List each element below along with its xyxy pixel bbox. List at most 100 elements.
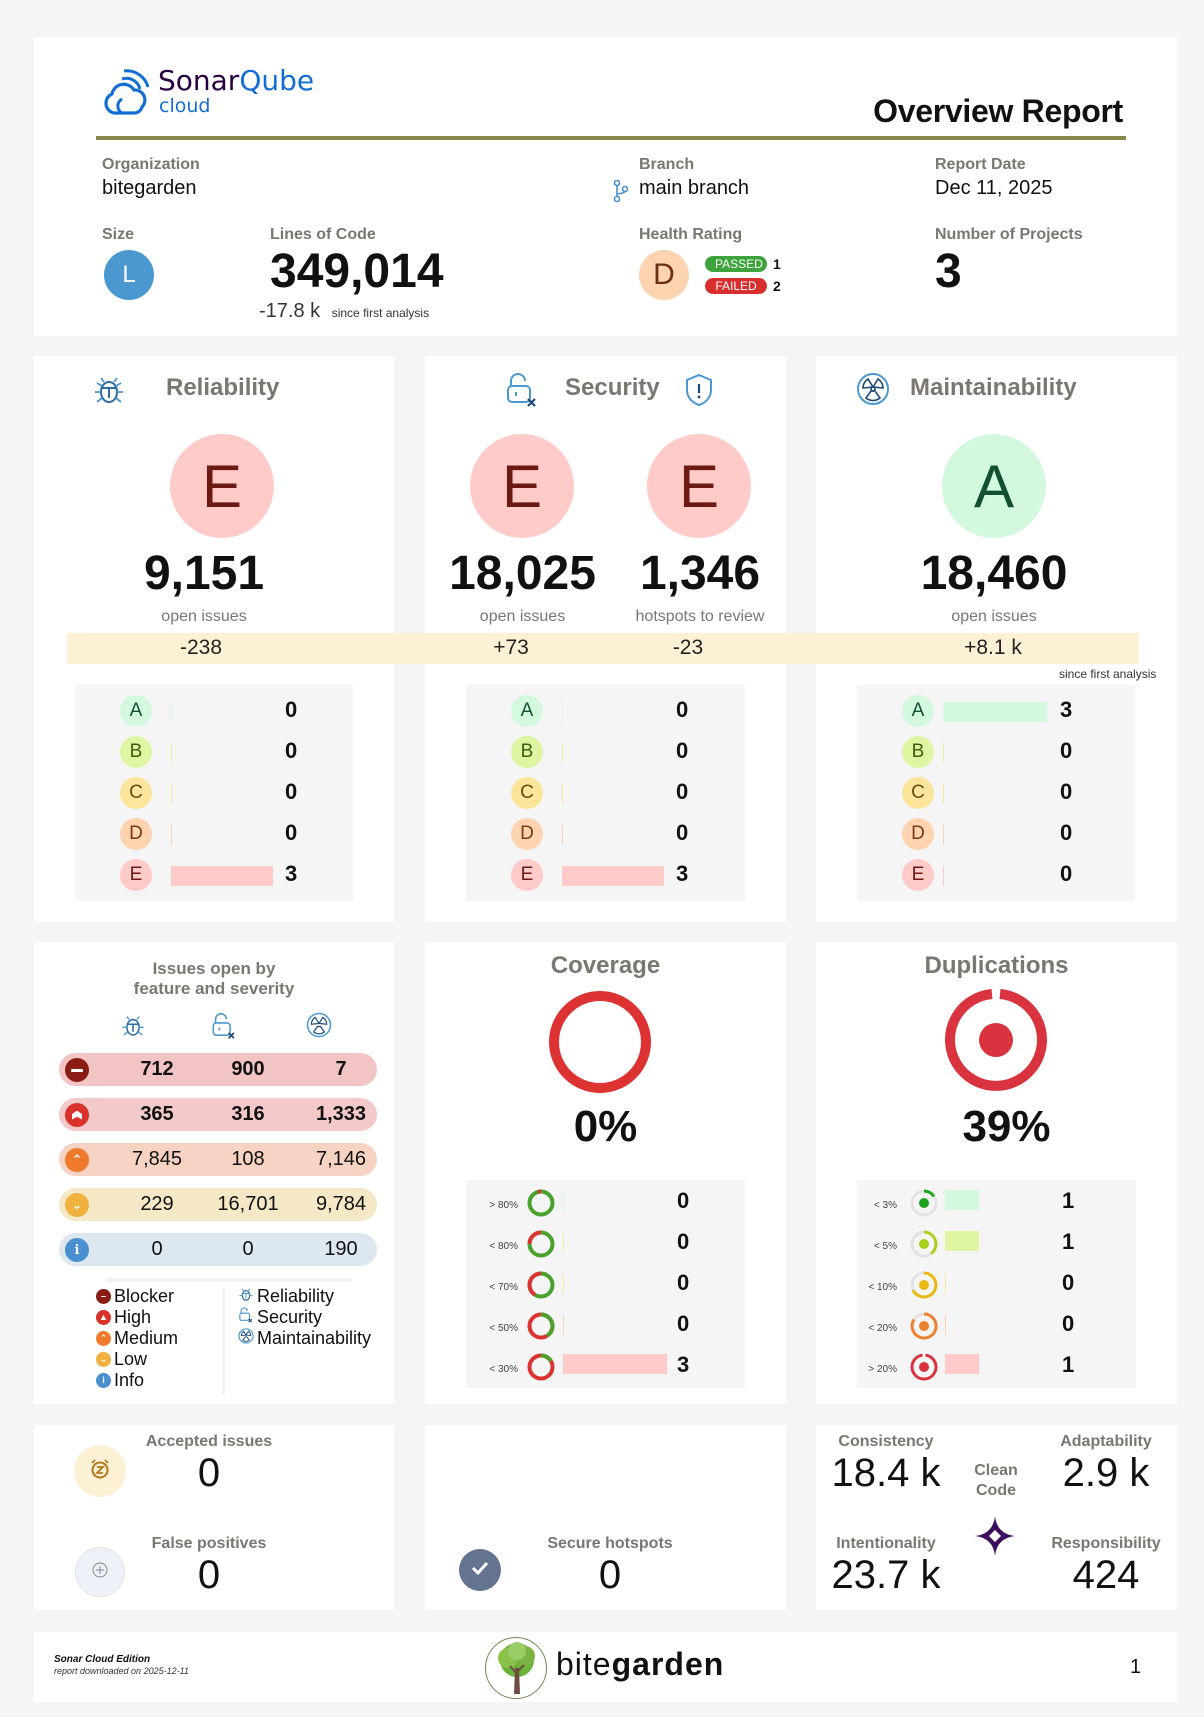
bar [562, 743, 563, 763]
blocker-icon [65, 1058, 89, 1082]
reliability-title: Reliability [166, 374, 280, 401]
grade-a-badge: A [902, 695, 934, 727]
bar [562, 702, 563, 722]
lines-of-code-block: Lines of Code 349,014 [270, 226, 444, 298]
health-rating-badge: D [639, 250, 689, 300]
failed-count: 2 [773, 278, 781, 294]
dist-row-a: A 0 [75, 695, 353, 729]
coverage-donut-lt50-icon [526, 1311, 556, 1346]
grade-e-badge: E [902, 859, 934, 891]
grade-d-count: 0 [285, 820, 298, 845]
checkmark-icon [471, 1561, 489, 1580]
grade-e-count: 3 [676, 861, 689, 886]
dup-count: 1 [1062, 1229, 1075, 1254]
grade-c-badge: C [902, 777, 934, 809]
dup-row-gt20: > 20% 1 [857, 1346, 1136, 1386]
title-line-2: feature and severity [133, 979, 295, 998]
severity-row-low: ⌄ 229 16,701 9,784 [59, 1188, 377, 1221]
feature-legend: Reliability Security Maintainability [238, 1286, 371, 1349]
reliability-distribution: A 0 B 0 C 0 D 0 E 3 [75, 685, 353, 901]
reliability-open-issues-label: open issues [161, 608, 247, 625]
bitegarden-wordmark: bitegarden [556, 1646, 724, 1683]
info-icon: i [96, 1373, 111, 1388]
health-rating-row: D PASSED 1 FAILED 2 [639, 250, 781, 300]
legend-label: Maintainability [257, 1328, 372, 1348]
high-icon [65, 1103, 89, 1127]
low-reliability: 229 [140, 1193, 174, 1215]
dist-row-b: B 0 [466, 736, 745, 770]
secure-hotspots-label: Secure hotspots [547, 1535, 673, 1552]
organization-label: Organization [102, 156, 200, 173]
header-divider [96, 136, 1126, 140]
dup-count: 1 [1062, 1352, 1075, 1377]
report-date-value: Dec 11, 2025 [935, 177, 1053, 199]
grade-d-count: 0 [676, 820, 689, 845]
medium-icon: ⌃ [96, 1331, 111, 1346]
coverage-range-label: > 80% [489, 1200, 518, 1211]
maintainability-delta: +8.1 k [964, 636, 1022, 659]
bar [563, 1315, 564, 1335]
radiation-icon [238, 1328, 254, 1349]
failed-badge: FAILED [705, 278, 767, 294]
coverage-distribution: > 80% 0 < 80% 0 < 70% 0 < 50% [466, 1180, 745, 1388]
dist-row-d: D 0 [857, 818, 1135, 852]
grade-c-count: 0 [285, 779, 298, 804]
high-maintainability: 1,333 [315, 1103, 367, 1125]
severity-row-info: i 0 0 190 [59, 1233, 377, 1266]
security-open-issues: 18,025 [449, 547, 596, 600]
grade-a-bar [943, 702, 1047, 722]
legend-label: Blocker [114, 1286, 175, 1306]
clean-code-star-icon [974, 1515, 1016, 1562]
medium-security: 108 [231, 1148, 265, 1170]
reliability-delta: -238 [179, 636, 223, 659]
blocker-maintainability: 7 [335, 1058, 347, 1080]
dup-count: 1 [1062, 1188, 1075, 1213]
size-badge: L [104, 250, 154, 300]
responsibility-value: 424 [1072, 1553, 1140, 1597]
blocker-security: 900 [231, 1058, 265, 1080]
grade-a-count: 0 [285, 697, 298, 722]
loc-delta-note: since first analysis [331, 306, 430, 320]
accepted-false-positives-panel: Accepted issues 0 False positives 0 [34, 1425, 394, 1610]
grade-a-badge: A [511, 695, 543, 727]
legend-reliability: Reliability [238, 1286, 371, 1307]
secure-hotspots-value: 0 [598, 1553, 622, 1597]
legend-medium: ⌃ Medium [96, 1328, 178, 1349]
bar [171, 743, 172, 763]
grade-b-badge: B [902, 736, 934, 768]
bar [943, 743, 944, 763]
coverage-row-lt80: < 80% 0 [466, 1223, 745, 1263]
projects-value: 3 [935, 245, 962, 298]
low-icon: ⌄ [96, 1352, 111, 1367]
false-positives-label: False positives [151, 1535, 267, 1552]
low-maintainability: 9,784 [315, 1193, 367, 1215]
maintainability-open-issues: 18,460 [920, 547, 1068, 600]
legend-blocker: – Blocker [96, 1286, 178, 1307]
sonarqube-cloud-logo-icon [100, 67, 156, 119]
dist-row-b: B 0 [75, 736, 353, 770]
loc-delta-row: -17.8 k since first analysis [259, 300, 429, 323]
duplications-panel: Duplications 39% < 3% 1 < 5% 1 < 10% [816, 942, 1177, 1404]
coverage-donut-lt70-icon [526, 1270, 556, 1305]
column-security-unlocked-icon [211, 1012, 237, 1045]
dup-gt20-bar [945, 1354, 979, 1374]
grade-c-count: 0 [1060, 779, 1073, 804]
coverage-row-gt80: > 80% 0 [466, 1182, 745, 1222]
bar [943, 866, 944, 886]
maintainability-distribution: A 3 B 0 C 0 D 0 E 0 [857, 685, 1135, 901]
projects-block: Number of Projects 3 [935, 226, 1083, 298]
grade-e-badge: E [120, 859, 152, 891]
accepted-issues-badge [74, 1445, 126, 1497]
severity-row-high: 365 316 1,333 [59, 1098, 377, 1131]
bar [171, 825, 172, 845]
health-rating-label: Health Rating [639, 226, 743, 243]
coverage-range-label: < 70% [489, 1282, 518, 1293]
legend-divider [106, 1278, 352, 1282]
bar [563, 1233, 564, 1253]
passed-row: PASSED 1 [705, 256, 781, 272]
grade-e-bar [562, 866, 664, 886]
security-distribution: A 0 B 0 C 0 D 0 E 3 [466, 685, 745, 901]
severity-row-blocker: 712 900 7 [59, 1053, 377, 1086]
grade-d-count: 0 [1060, 820, 1073, 845]
coverage-row-lt50: < 50% 0 [466, 1305, 745, 1345]
